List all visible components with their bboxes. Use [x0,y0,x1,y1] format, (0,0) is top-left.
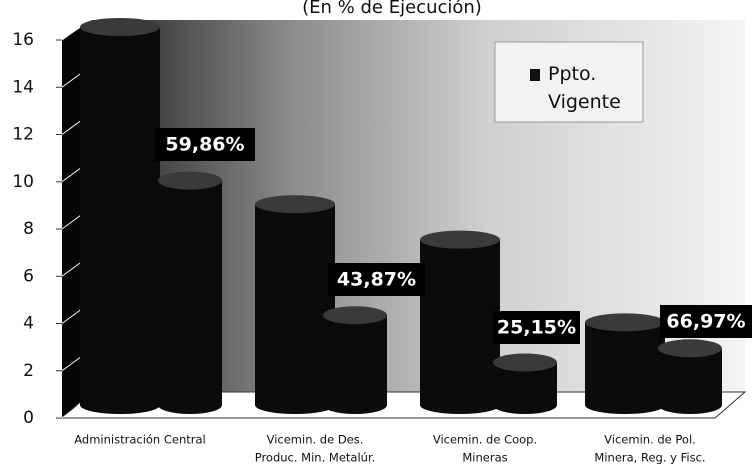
y-tick-label: 4 [23,314,34,334]
bar-top [658,339,722,358]
x-tick-label: Mineras [462,451,507,465]
bar-base [255,396,335,414]
x-tick-label: Administración Central [74,433,206,447]
y-tick-label: 6 [23,266,34,286]
annotation: 59,86% [165,134,244,156]
y-tick-label: 12 [12,125,34,145]
bar [255,204,335,405]
bar-base [80,396,160,414]
bar-top [80,18,160,36]
grid-line [61,17,93,41]
bar-base [585,396,665,414]
bar-base [158,396,222,414]
bar-top [420,230,500,249]
legend-box [494,41,644,123]
bar-top [255,195,335,214]
annotation-box [660,305,752,338]
annotation: 66,97% [666,311,745,333]
y-tick-label: 16 [12,30,34,50]
bar-base [420,396,500,414]
bar-top [585,313,665,332]
bar [420,239,500,405]
bar-base [323,396,387,414]
annotation: 25,15% [497,317,576,339]
bar [323,315,387,405]
bar [80,27,160,405]
legend-label: Ppto. Vigente [548,63,621,113]
bar-top [493,353,557,372]
annotation-box [155,128,255,161]
bar-top [158,171,222,190]
y-tick-label: 0 [23,408,34,428]
bar [585,322,665,405]
y-tick-label: 8 [23,219,34,239]
chart-title: (En % de Ejecución) [302,0,482,18]
bar [658,348,722,405]
bar [158,180,222,405]
y-tick-label: 2 [23,361,34,381]
x-tick-label: Vicemin. de Pol. [604,433,696,447]
x-tick-label: Minera, Reg. y Fisc. [594,451,705,465]
y-tick-label: 10 [12,172,34,192]
annotation-box [493,311,580,344]
annotation: 43,87% [337,269,416,291]
annotation-box [328,263,425,296]
x-tick-label: Vicemin. de Des. [267,433,364,447]
bar-top [323,306,387,325]
bar-base [658,396,722,414]
bar-base [493,396,557,414]
x-tick-label: Vicemin. de Coop. [433,433,537,447]
legend-swatch [530,69,540,81]
x-tick-label: Produc. Min. Metalúr. [255,451,376,465]
y-tick-label: 14 [12,77,34,97]
